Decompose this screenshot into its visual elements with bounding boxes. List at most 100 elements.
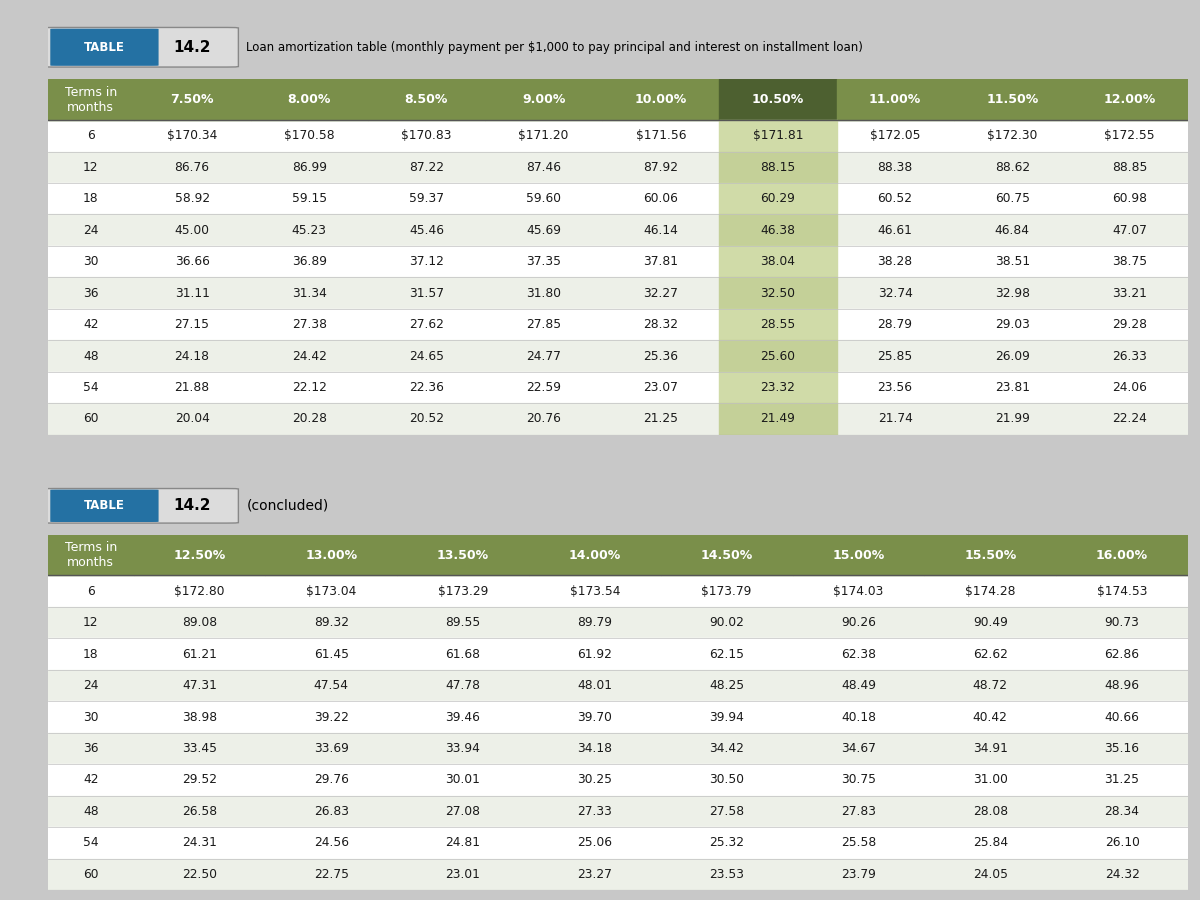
- Bar: [48, 670, 1188, 701]
- Text: 31.80: 31.80: [526, 286, 562, 300]
- Text: 23.81: 23.81: [995, 381, 1030, 394]
- Text: 27.38: 27.38: [292, 318, 326, 331]
- Bar: [719, 183, 836, 214]
- Text: 61.45: 61.45: [313, 648, 349, 661]
- Bar: [48, 859, 1188, 890]
- Text: 28.32: 28.32: [643, 318, 678, 331]
- Text: 87.92: 87.92: [643, 161, 678, 174]
- Text: 31.34: 31.34: [292, 286, 326, 300]
- Text: 13.00%: 13.00%: [305, 548, 358, 562]
- Bar: [48, 575, 1188, 607]
- Text: 58.92: 58.92: [174, 193, 210, 205]
- Text: 26.58: 26.58: [182, 805, 217, 818]
- Text: 12: 12: [83, 616, 98, 629]
- Text: 48.49: 48.49: [841, 680, 876, 692]
- Text: 26.33: 26.33: [1112, 349, 1147, 363]
- Bar: [48, 183, 1188, 214]
- Text: 89.55: 89.55: [445, 616, 481, 629]
- Bar: [48, 403, 1188, 435]
- Text: 23.56: 23.56: [877, 381, 912, 394]
- Text: $171.56: $171.56: [636, 130, 686, 142]
- Text: 38.51: 38.51: [995, 256, 1030, 268]
- Text: 25.32: 25.32: [709, 836, 744, 850]
- Text: 47.31: 47.31: [182, 680, 217, 692]
- Bar: [48, 764, 1188, 796]
- Text: 59.60: 59.60: [526, 193, 562, 205]
- Bar: [719, 79, 836, 120]
- Text: 30.50: 30.50: [709, 773, 744, 787]
- Text: 36: 36: [83, 286, 98, 300]
- Text: TABLE: TABLE: [84, 500, 125, 512]
- Text: 20.76: 20.76: [526, 412, 562, 426]
- Text: 33.21: 33.21: [1112, 286, 1147, 300]
- Text: 90.73: 90.73: [1105, 616, 1140, 629]
- Text: 47.54: 47.54: [313, 680, 349, 692]
- Text: 7.50%: 7.50%: [170, 93, 214, 106]
- Bar: [719, 309, 836, 340]
- Bar: [48, 214, 1188, 246]
- Text: Loan amortization table (monthly payment per $1,000 to pay principal and interes: Loan amortization table (monthly payment…: [246, 40, 863, 54]
- Text: 39.22: 39.22: [313, 711, 349, 724]
- Text: 27.33: 27.33: [577, 805, 612, 818]
- Text: Terms in
months: Terms in months: [65, 86, 116, 113]
- Text: 37.12: 37.12: [409, 256, 444, 268]
- Text: 27.15: 27.15: [174, 318, 210, 331]
- Text: 46.14: 46.14: [643, 224, 678, 237]
- Text: 42: 42: [83, 318, 98, 331]
- Text: 31.25: 31.25: [1104, 773, 1140, 787]
- Text: 89.79: 89.79: [577, 616, 612, 629]
- Text: 26.09: 26.09: [995, 349, 1030, 363]
- Text: 90.02: 90.02: [709, 616, 744, 629]
- Text: 30.75: 30.75: [841, 773, 876, 787]
- Text: 15.00%: 15.00%: [833, 548, 884, 562]
- Text: 38.98: 38.98: [182, 711, 217, 724]
- Text: 60.98: 60.98: [1112, 193, 1147, 205]
- Bar: [719, 120, 836, 151]
- Text: 13.50%: 13.50%: [437, 548, 490, 562]
- Text: 45.00: 45.00: [174, 224, 210, 237]
- Text: $173.04: $173.04: [306, 585, 356, 598]
- Text: 33.69: 33.69: [313, 742, 349, 755]
- Bar: [48, 277, 1188, 309]
- Text: 6: 6: [86, 585, 95, 598]
- Text: (concluded): (concluded): [246, 499, 329, 513]
- FancyBboxPatch shape: [42, 28, 239, 68]
- Text: 28.08: 28.08: [973, 805, 1008, 818]
- Bar: [602, 79, 719, 120]
- Text: 20.52: 20.52: [409, 412, 444, 426]
- Text: 40.42: 40.42: [973, 711, 1008, 724]
- Text: 37.35: 37.35: [526, 256, 562, 268]
- FancyBboxPatch shape: [50, 490, 158, 522]
- Bar: [48, 151, 1188, 183]
- Text: 24.06: 24.06: [1112, 381, 1147, 394]
- Text: 27.85: 27.85: [526, 318, 562, 331]
- Bar: [661, 535, 792, 575]
- Text: 24.65: 24.65: [409, 349, 444, 363]
- Text: 38.28: 38.28: [877, 256, 913, 268]
- Text: 29.76: 29.76: [313, 773, 349, 787]
- Text: 20.04: 20.04: [175, 412, 210, 426]
- Bar: [719, 277, 836, 309]
- Text: 25.06: 25.06: [577, 836, 612, 850]
- Text: 59.37: 59.37: [409, 193, 444, 205]
- FancyBboxPatch shape: [50, 29, 158, 66]
- Text: 24.32: 24.32: [1105, 868, 1140, 881]
- Text: 48.72: 48.72: [973, 680, 1008, 692]
- Text: 14.2: 14.2: [173, 40, 210, 55]
- Bar: [48, 607, 1188, 638]
- Text: 26.83: 26.83: [313, 805, 349, 818]
- Text: $174.53: $174.53: [1097, 585, 1147, 598]
- Text: 42: 42: [83, 773, 98, 787]
- Text: 22.50: 22.50: [182, 868, 217, 881]
- Text: 24.42: 24.42: [292, 349, 326, 363]
- Text: 39.94: 39.94: [709, 711, 744, 724]
- Text: 22.59: 22.59: [526, 381, 562, 394]
- Bar: [133, 79, 251, 120]
- Text: 24.56: 24.56: [313, 836, 349, 850]
- Text: 33.94: 33.94: [445, 742, 480, 755]
- Text: 60.29: 60.29: [761, 193, 796, 205]
- Text: 24.81: 24.81: [445, 836, 480, 850]
- Text: $173.54: $173.54: [570, 585, 620, 598]
- Bar: [265, 535, 397, 575]
- Text: 28.79: 28.79: [877, 318, 912, 331]
